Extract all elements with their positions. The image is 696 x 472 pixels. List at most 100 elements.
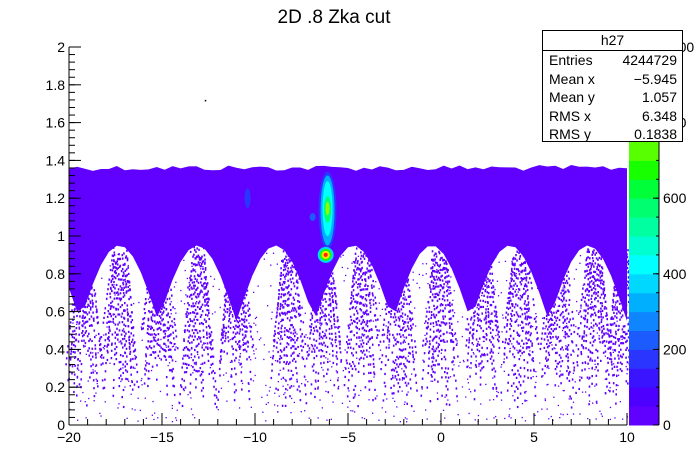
heatmap-cell xyxy=(590,297,593,300)
heatmap-cell xyxy=(171,377,174,380)
heatmap-cell xyxy=(528,321,531,325)
heatmap-cell xyxy=(120,270,123,273)
heatmap-cell xyxy=(240,277,242,280)
heatmap-cell xyxy=(500,292,502,294)
heatmap-cell xyxy=(548,325,550,328)
heatmap-cell xyxy=(157,333,160,336)
heatmap-cell xyxy=(433,308,436,311)
heatmap-cell xyxy=(607,347,609,350)
heatmap-cell xyxy=(586,257,588,260)
heatmap-cells xyxy=(65,99,644,423)
heatmap-cell xyxy=(249,313,251,316)
heatmap-cell xyxy=(584,314,587,317)
heatmap-cell xyxy=(157,338,160,341)
heatmap-cell xyxy=(145,355,147,358)
heatmap-cell xyxy=(89,301,92,305)
heatmap-cell xyxy=(130,373,132,376)
heatmap-cell xyxy=(600,359,602,362)
heatmap-cell xyxy=(583,283,586,286)
heatmap-cell xyxy=(481,312,483,315)
heatmap-cell xyxy=(351,367,354,370)
heatmap-cell xyxy=(224,293,227,296)
heatmap-cell xyxy=(475,301,477,304)
heatmap-cell xyxy=(75,281,78,284)
heatmap-cell xyxy=(521,269,523,272)
heatmap-cell xyxy=(182,388,185,391)
heatmap-cell xyxy=(573,366,576,369)
heatmap-cell xyxy=(330,327,333,330)
heatmap-cell xyxy=(402,326,404,330)
heatmap-cell xyxy=(222,318,224,321)
heatmap-cell xyxy=(83,311,85,314)
heatmap-cell xyxy=(93,387,95,390)
heatmap-cell xyxy=(592,252,595,255)
heatmap-cell xyxy=(240,362,242,365)
heatmap-cell xyxy=(521,327,523,330)
heatmap-cell xyxy=(70,350,73,353)
heatmap-cell xyxy=(143,322,145,325)
heatmap-cell xyxy=(250,326,253,329)
heatmap-cell xyxy=(602,288,604,291)
heatmap-cell xyxy=(108,339,111,342)
heatmap-cell xyxy=(448,280,451,283)
heatmap-cell xyxy=(526,342,528,344)
heatmap-cell xyxy=(190,353,193,356)
heatmap-cell xyxy=(622,330,625,334)
heatmap-cell xyxy=(283,354,286,357)
heatmap-cell xyxy=(402,275,404,278)
heatmap-cell xyxy=(600,320,603,324)
heatmap-cell xyxy=(317,308,319,311)
heatmap-cell xyxy=(521,313,524,316)
heatmap-cell xyxy=(228,285,230,288)
heatmap-cell xyxy=(326,270,329,274)
heatmap-cell xyxy=(360,316,363,319)
heatmap-cell xyxy=(75,333,77,336)
heatmap-cell xyxy=(568,299,571,302)
heatmap-cell xyxy=(567,289,569,292)
heatmap-cell xyxy=(156,306,159,309)
heatmap-cell xyxy=(284,293,287,296)
heatmap-cell xyxy=(160,273,162,276)
heatmap-cell xyxy=(140,379,142,382)
heatmap-cell xyxy=(617,328,619,332)
heatmap-cell xyxy=(146,331,149,335)
heatmap-cell xyxy=(328,298,331,301)
heatmap-cell xyxy=(133,349,136,352)
heatmap-cell xyxy=(525,390,527,393)
heatmap-cell xyxy=(310,323,313,326)
heatmap-cell xyxy=(625,264,628,267)
heatmap-cell xyxy=(497,295,500,297)
heatmap-cell xyxy=(316,262,318,265)
heatmap-cell xyxy=(527,272,529,275)
heatmap-cell xyxy=(234,280,236,283)
heatmap-cell xyxy=(279,305,282,308)
heatmap-cell xyxy=(589,276,591,279)
heatmap-cell xyxy=(444,371,446,374)
heatmap-cell xyxy=(114,315,117,318)
heatmap-cell xyxy=(74,339,77,342)
heatmap-cell xyxy=(609,390,611,393)
heatmap-cell xyxy=(348,342,351,345)
heatmap-cell xyxy=(76,279,79,282)
heatmap-cell xyxy=(388,277,390,280)
heatmap-cell xyxy=(220,355,222,358)
heatmap-cell xyxy=(532,376,534,378)
heatmap-cell xyxy=(586,263,589,266)
heatmap-cell xyxy=(589,341,592,344)
heatmap-cell xyxy=(628,281,630,284)
heatmap-cell xyxy=(241,257,243,260)
heatmap-cell xyxy=(83,277,85,280)
heatmap-cell xyxy=(435,347,438,350)
heatmap-cell xyxy=(565,299,568,302)
heatmap-cell xyxy=(285,246,288,249)
heatmap-cell xyxy=(482,287,484,290)
heatmap-cell xyxy=(84,341,87,345)
heatmap-cell xyxy=(580,322,582,325)
heatmap-cell xyxy=(478,362,480,365)
heatmap-cell xyxy=(154,278,157,281)
heatmap-cell xyxy=(589,359,591,362)
heatmap-cell xyxy=(449,304,451,307)
heatmap-cell xyxy=(412,361,415,364)
heatmap-cell xyxy=(109,296,112,299)
heatmap-cell xyxy=(284,278,286,280)
